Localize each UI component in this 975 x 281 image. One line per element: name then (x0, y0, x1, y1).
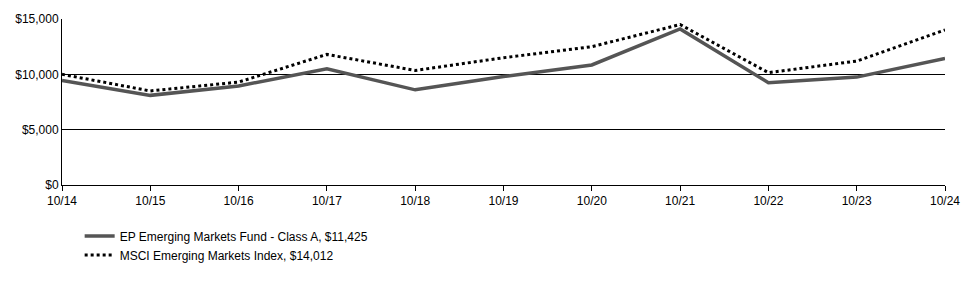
svg-text:10/14: 10/14 (47, 194, 77, 208)
svg-text:$10,000: $10,000 (15, 68, 59, 82)
svg-text:$15,000: $15,000 (15, 12, 59, 26)
svg-text:$0: $0 (45, 178, 59, 192)
svg-text:EP Emerging Markets Fund - Cla: EP Emerging Markets Fund - Class A, $11,… (120, 230, 368, 244)
svg-text:10/18: 10/18 (400, 194, 430, 208)
svg-text:10/23: 10/23 (842, 194, 872, 208)
svg-text:MSCI Emerging Markets Index, $: MSCI Emerging Markets Index, $14,012 (120, 249, 334, 263)
svg-text:$5,000: $5,000 (22, 123, 59, 137)
svg-text:10/15: 10/15 (135, 194, 165, 208)
svg-text:10/21: 10/21 (665, 194, 695, 208)
svg-text:10/17: 10/17 (312, 194, 342, 208)
svg-text:10/20: 10/20 (577, 194, 607, 208)
svg-text:10/16: 10/16 (224, 194, 254, 208)
svg-text:10/19: 10/19 (488, 194, 518, 208)
svg-text:10/22: 10/22 (753, 194, 783, 208)
svg-text:10/24: 10/24 (930, 194, 960, 208)
